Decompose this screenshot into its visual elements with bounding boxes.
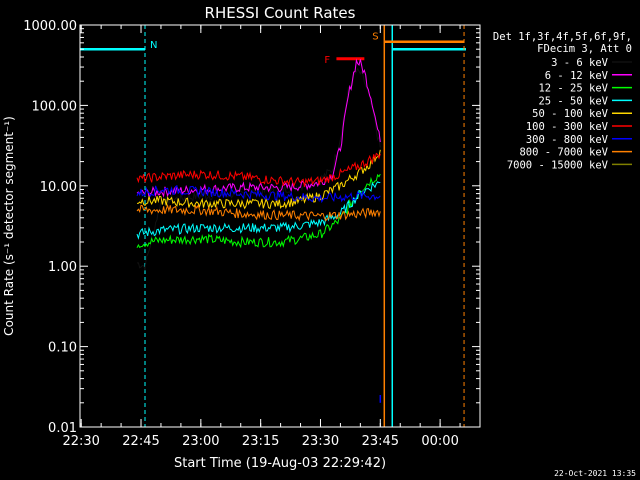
annotation-f: F <box>324 55 330 66</box>
legend-label: 50 - 100 keV <box>532 108 609 120</box>
generation-timestamp: 22-Oct-2021 13:35 <box>554 469 636 478</box>
y-tick-label: 0.10 <box>48 341 77 356</box>
legend-label: 6 - 12 keV <box>545 70 609 82</box>
legend-label: 25 - 50 keV <box>538 95 608 107</box>
x-tick-label: 22:45 <box>122 434 159 449</box>
y-tick-label: 10.00 <box>40 180 77 195</box>
x-tick-label: 22:30 <box>62 434 99 449</box>
legend-header: Det 1f,3f,4f,5f,6f,9f, <box>493 31 632 43</box>
legend-label: 3 - 6 keV <box>551 57 609 69</box>
legend-label: 300 - 800 keV <box>526 134 609 146</box>
chart-title: RHESSI Count Rates <box>205 4 356 22</box>
series-line <box>136 152 381 188</box>
y-tick-label: 1.00 <box>48 260 77 275</box>
y-tick-label: 0.01 <box>48 421 77 436</box>
x-tick-label: 23:30 <box>302 434 339 449</box>
legend-label: 800 - 7000 keV <box>519 147 608 159</box>
annotation-n: N <box>150 40 157 51</box>
legend-label: 12 - 25 keV <box>538 83 608 95</box>
x-tick-label: 23:00 <box>182 434 219 449</box>
series-line <box>136 149 381 210</box>
x-tick-label: 23:45 <box>362 434 399 449</box>
y-tick-label: 1000.00 <box>23 19 77 34</box>
x-tick-label: 00:00 <box>421 434 458 449</box>
series-line <box>136 185 381 204</box>
plot-frame <box>79 24 481 428</box>
legend-header: FDecim 3, Att 0 <box>537 43 632 55</box>
x-axis-label: Start Time (19-Aug-03 22:29:42) <box>174 456 386 471</box>
legend-label: 7000 - 15000 keV <box>507 159 609 171</box>
x-tick-label: 23:15 <box>242 434 279 449</box>
y-tick-label: 100.00 <box>32 99 78 114</box>
legend-label: 100 - 300 keV <box>526 121 609 133</box>
series-line <box>136 203 381 222</box>
y-axis-label: Count Rate (s⁻¹ detector segment⁻¹) <box>2 116 16 336</box>
annotation-s: S <box>372 32 378 43</box>
